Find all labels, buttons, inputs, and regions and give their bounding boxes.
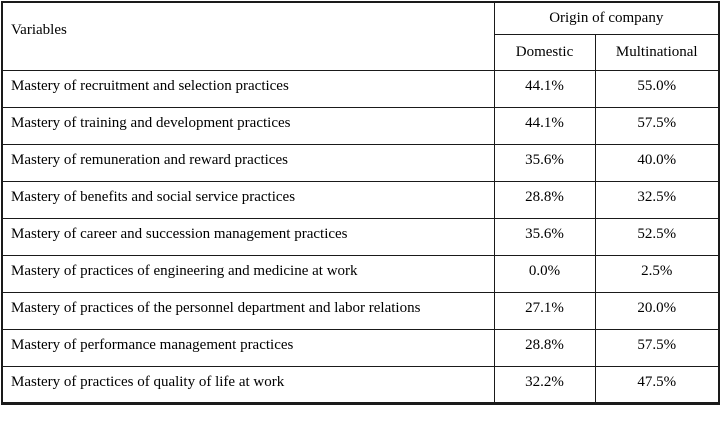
variable-label: Mastery of remuneration and reward pract… bbox=[1, 143, 495, 182]
multinational-value: 57.5% bbox=[594, 328, 720, 367]
domestic-value: 32.2% bbox=[493, 365, 596, 404]
table-row: Mastery of recruitment and selection pra… bbox=[1, 69, 720, 108]
multinational-value: 52.5% bbox=[594, 217, 720, 256]
header-row-origin: Variables Origin of company bbox=[1, 1, 720, 71]
variable-label: Mastery of practices of quality of life … bbox=[1, 365, 495, 404]
variable-label: Mastery of performance management practi… bbox=[1, 328, 495, 367]
variable-label: Mastery of practices of the personnel de… bbox=[1, 291, 495, 330]
table-row: Mastery of career and succession managem… bbox=[1, 217, 720, 256]
table-row: Mastery of training and development prac… bbox=[1, 106, 720, 145]
table-body: Mastery of recruitment and selection pra… bbox=[1, 69, 720, 404]
variable-label: Mastery of recruitment and selection pra… bbox=[1, 69, 495, 108]
table-row: Mastery of practices of engineering and … bbox=[1, 254, 720, 293]
table-header: Variables Origin of company Domestic Mul… bbox=[1, 1, 720, 71]
variable-label: Mastery of career and succession managem… bbox=[1, 217, 495, 256]
domestic-column-header: Domestic bbox=[493, 34, 596, 71]
multinational-value: 55.0% bbox=[594, 69, 720, 108]
domestic-value: 0.0% bbox=[493, 254, 596, 293]
domestic-value: 44.1% bbox=[493, 69, 596, 108]
domestic-value: 35.6% bbox=[493, 217, 596, 256]
domestic-value: 27.1% bbox=[493, 291, 596, 330]
domestic-value: 28.8% bbox=[493, 180, 596, 219]
origin-of-company-header: Origin of company bbox=[493, 1, 720, 36]
table-row: Mastery of benefits and social service p… bbox=[1, 180, 720, 219]
table-row: Mastery of remuneration and reward pract… bbox=[1, 143, 720, 182]
table-row: Mastery of practices of quality of life … bbox=[1, 365, 720, 404]
domestic-value: 28.8% bbox=[493, 328, 596, 367]
table-row: Mastery of performance management practi… bbox=[1, 328, 720, 367]
variables-column-header: Variables bbox=[1, 1, 495, 71]
variable-label: Mastery of benefits and social service p… bbox=[1, 180, 495, 219]
multinational-column-header: Multinational bbox=[594, 34, 720, 71]
origin-of-company-table-container: Variables Origin of company Domestic Mul… bbox=[1, 1, 721, 405]
variable-label: Mastery of training and development prac… bbox=[1, 106, 495, 145]
header-row-subcolumns: Domestic Multinational bbox=[2, 34, 720, 71]
domestic-value: 35.6% bbox=[493, 143, 596, 182]
table-row: Mastery of practices of the personnel de… bbox=[1, 291, 720, 330]
multinational-value: 57.5% bbox=[594, 106, 720, 145]
domestic-value: 44.1% bbox=[493, 106, 596, 145]
multinational-value: 32.5% bbox=[594, 180, 720, 219]
multinational-value: 20.0% bbox=[594, 291, 720, 330]
origin-of-company-table: Variables Origin of company Domestic Mul… bbox=[1, 1, 721, 405]
variable-label: Mastery of practices of engineering and … bbox=[1, 254, 495, 293]
multinational-value: 2.5% bbox=[594, 254, 720, 293]
multinational-value: 47.5% bbox=[594, 365, 720, 404]
multinational-value: 40.0% bbox=[594, 143, 720, 182]
